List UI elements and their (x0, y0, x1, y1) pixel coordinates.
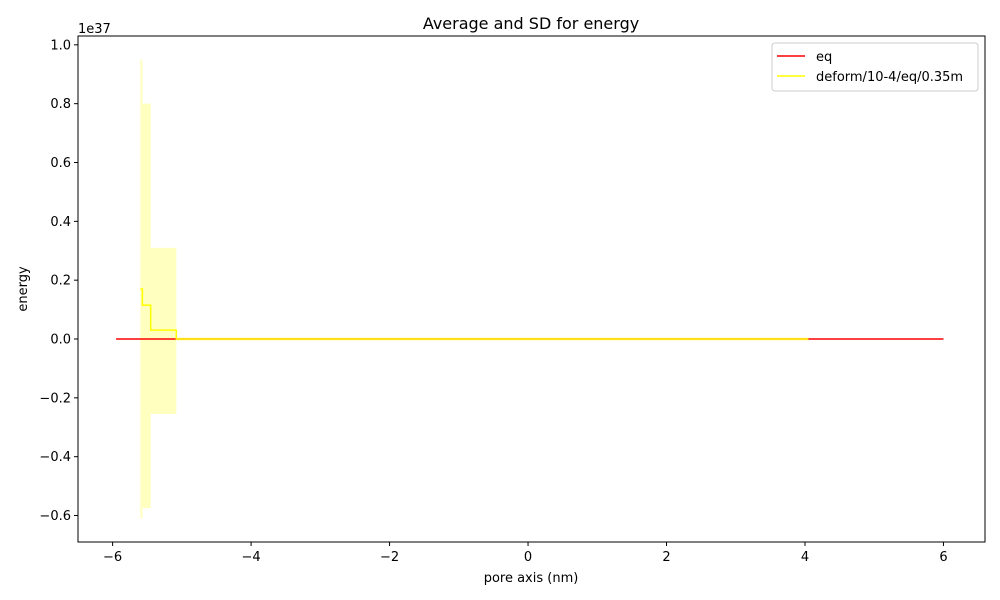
series-line-deform (140, 288, 809, 340)
x-tick-label: 4 (801, 550, 809, 565)
y-tick-label: 0.8 (50, 97, 71, 112)
y-tick-label: 0.6 (50, 156, 71, 171)
y-axis-ticks: −0.6 −0.4 −0.2 0.0 0.2 0.4 0.6 0.8 1.0 (39, 38, 78, 524)
x-tick-label: 0 (524, 550, 532, 565)
x-tick-label: 6 (939, 550, 947, 565)
y-axis-label: energy (16, 266, 31, 312)
y-tick-label: 1.0 (50, 38, 71, 53)
legend-label-deform: deform/10-4/eq/0.35m (816, 70, 963, 85)
sd-band-layer (140, 59, 809, 519)
x-tick-label: −4 (242, 550, 261, 565)
x-tick-label: 2 (662, 550, 670, 565)
legend: eq deform/10-4/eq/0.35m (771, 42, 979, 92)
plot-area-frame (77, 35, 986, 543)
x-tick-label: −6 (103, 550, 122, 565)
y-tick-label: 0.0 (50, 333, 71, 348)
y-tick-label: 0.4 (50, 215, 71, 230)
y-tick-label: −0.4 (39, 450, 71, 465)
legend-label-eq: eq (816, 50, 832, 65)
x-tick-label: −2 (380, 550, 399, 565)
x-axis-ticks: −6 −4 −2 0 2 4 6 (103, 542, 948, 565)
y-axis-offset-label: 1e37 (78, 22, 111, 37)
x-axis-label: pore axis (nm) (484, 571, 579, 586)
y-tick-label: −0.6 (39, 509, 71, 524)
chart-title: Average and SD for energy (423, 14, 639, 33)
y-tick-label: −0.2 (39, 391, 71, 406)
y-tick-label: 0.2 (50, 274, 71, 289)
legend-box (771, 42, 979, 92)
series-lines-layer (116, 288, 944, 340)
sd-band-deform (140, 59, 809, 519)
